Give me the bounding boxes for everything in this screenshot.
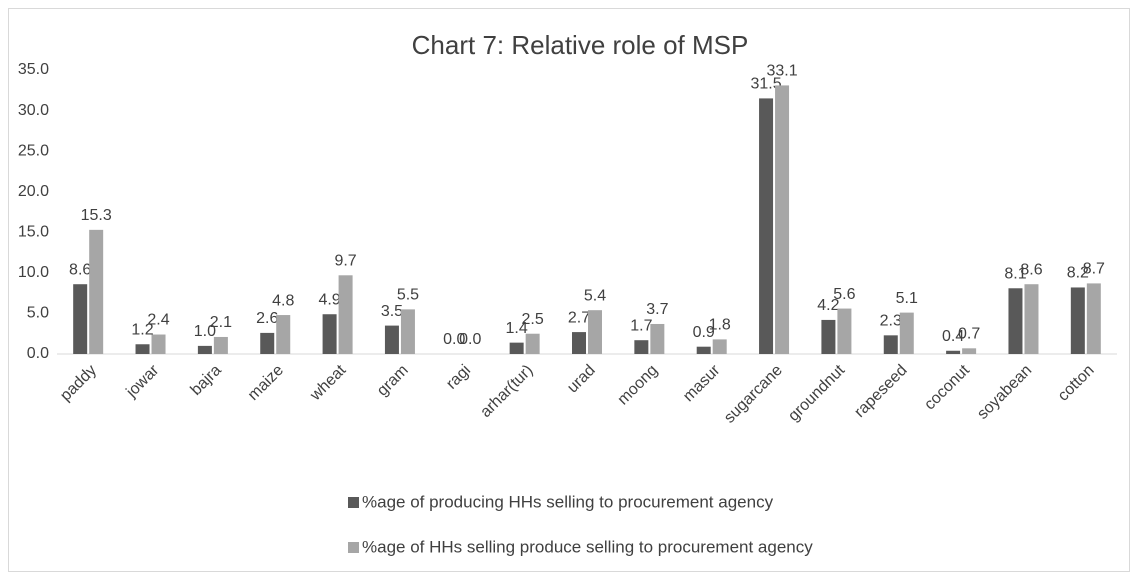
data-label: 2.3	[880, 313, 902, 330]
data-label: 1.0	[194, 323, 216, 340]
bar	[1086, 283, 1101, 354]
data-label: 2.5	[522, 311, 544, 328]
data-label: 8.2	[1067, 265, 1089, 282]
legend-label: %age of HHs selling produce selling to p…	[362, 537, 813, 556]
data-label: 8.6	[69, 261, 91, 278]
data-label: 4.2	[817, 297, 839, 314]
data-label: 2.6	[256, 310, 278, 327]
data-label: 2.4	[147, 312, 169, 329]
bar	[712, 339, 727, 354]
bar	[946, 350, 961, 354]
bar	[883, 335, 898, 354]
bar	[525, 333, 540, 354]
data-label: 15.3	[81, 207, 112, 224]
bar	[821, 319, 836, 354]
bar	[135, 344, 150, 354]
bar	[89, 229, 104, 354]
bar	[1070, 287, 1085, 354]
bar	[322, 314, 337, 354]
data-label: 1.2	[131, 321, 153, 338]
legend-swatch	[348, 497, 359, 508]
data-label: 8.7	[1083, 261, 1105, 278]
data-label: 9.7	[334, 253, 356, 270]
bar	[400, 309, 415, 354]
data-label: 5.4	[584, 287, 606, 304]
data-label: 1.8	[709, 317, 731, 334]
data-label: 5.1	[896, 290, 918, 307]
legend-label: %age of producing HHs selling to procure…	[362, 492, 774, 511]
bar	[899, 312, 914, 354]
data-label: 1.7	[630, 317, 652, 334]
bar	[759, 98, 774, 355]
y-tick-label: 10.0	[18, 264, 49, 281]
chart-title: Chart 7: Relative role of MSP	[412, 30, 749, 60]
legend-swatch	[348, 542, 359, 553]
bar	[837, 308, 852, 354]
bar	[775, 85, 790, 354]
data-label: 4.9	[318, 291, 340, 308]
data-label: 0.0	[459, 331, 481, 348]
bar	[213, 336, 228, 354]
bar	[962, 348, 977, 354]
bar	[509, 342, 524, 354]
data-label: 33.1	[766, 63, 797, 80]
bar	[338, 275, 353, 354]
y-tick-label: 30.0	[18, 102, 49, 119]
bar	[1008, 288, 1023, 354]
bar	[384, 325, 399, 354]
bar	[634, 340, 649, 354]
data-label: 0.9	[693, 324, 715, 341]
data-label: 8.6	[1020, 261, 1042, 278]
y-tick-label: 15.0	[18, 224, 49, 241]
data-label: 1.4	[506, 320, 528, 337]
data-label: 3.7	[646, 301, 668, 318]
y-tick-label: 5.0	[27, 305, 49, 322]
y-tick-label: 25.0	[18, 142, 49, 159]
data-label: 0.0	[443, 331, 465, 348]
data-label: 8.1	[1004, 265, 1026, 282]
y-tick-label: 20.0	[18, 183, 49, 200]
bar	[260, 332, 275, 354]
bar	[197, 345, 212, 354]
bar	[650, 323, 665, 354]
data-label: 2.7	[568, 309, 590, 326]
bar	[1024, 284, 1039, 354]
data-label: 0.4	[942, 328, 964, 345]
y-tick-label: 35.0	[18, 61, 49, 78]
data-label: 3.5	[381, 303, 403, 320]
data-label: 2.1	[210, 314, 232, 331]
data-label: 4.8	[272, 292, 294, 309]
data-label: 5.6	[833, 286, 855, 303]
bar	[588, 310, 602, 354]
y-tick-label: 0.0	[27, 345, 49, 362]
data-label: 31.5	[750, 76, 781, 93]
bar	[696, 346, 711, 354]
data-label: 5.5	[397, 287, 419, 304]
bar	[73, 284, 88, 354]
chart-border	[8, 8, 1130, 572]
data-label: 0.7	[958, 326, 980, 343]
bar	[572, 332, 586, 354]
bar	[276, 315, 291, 354]
bar	[151, 334, 166, 354]
